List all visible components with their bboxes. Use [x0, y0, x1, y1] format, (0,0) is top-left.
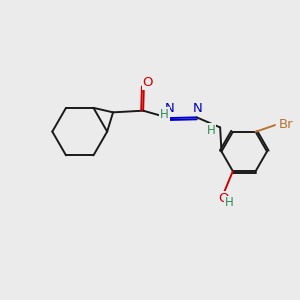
Text: N: N [193, 101, 202, 115]
Text: Br: Br [278, 118, 293, 131]
Text: N: N [165, 102, 175, 115]
Text: H: H [225, 196, 234, 209]
Text: H: H [160, 107, 169, 121]
Text: O: O [219, 192, 229, 205]
Text: H: H [206, 124, 215, 137]
Text: O: O [142, 76, 153, 89]
